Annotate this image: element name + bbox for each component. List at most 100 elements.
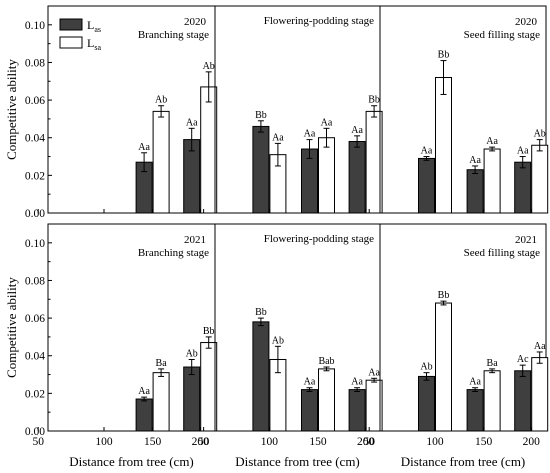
bar [135, 398, 153, 432]
bar [183, 366, 201, 432]
significance-label: Ab [534, 129, 546, 140]
significance-label: Bb [438, 290, 450, 301]
stage-title: Flowering-podding stage [264, 233, 374, 245]
stage-title: Branching stage [138, 247, 209, 259]
legend-sub: as [94, 25, 101, 34]
y-tick-label: 0.10 [25, 238, 45, 250]
legend-label-lsa: Lsa [87, 36, 101, 52]
x-tick-label: 150 [309, 436, 327, 448]
x-tick-label: 200 [192, 436, 210, 448]
bar [466, 169, 484, 214]
bar [466, 389, 484, 432]
stage-title: Flowering-podding stage [264, 15, 374, 27]
x-tick-label: 50 [198, 436, 210, 448]
x-tick-label: 200 [357, 436, 375, 448]
x-tick-label: 100 [95, 436, 113, 448]
significance-label: Aa [138, 386, 150, 397]
panel-frame [379, 5, 547, 214]
y-tick-label: 0.00 [25, 208, 45, 220]
significance-label: Bb [203, 326, 215, 337]
panel-frame [379, 223, 547, 432]
bar [200, 86, 218, 214]
significance-label: Ba [156, 358, 168, 369]
y-tick-label: 0.02 [25, 170, 45, 182]
bar [252, 321, 270, 432]
y-axis-title: Competitive ability [4, 59, 19, 160]
x-axis-title: Distance from tree (cm) [401, 454, 526, 469]
legend-swatch-las [59, 18, 83, 31]
significance-label: Ab [155, 95, 167, 106]
bar [483, 148, 501, 214]
legend-swatch-lsa [59, 36, 83, 49]
legend-label-las: Las [87, 18, 101, 34]
panel-4: 0.00 0.02 0.04 0.06 0.08 0.10 50 100 150 200 Branc… [4, 223, 218, 469]
significance-label: Aa [304, 377, 316, 388]
significance-label: Bb [438, 50, 450, 61]
bar [514, 161, 532, 214]
significance-label: Aa [421, 146, 433, 157]
significance-label: Ab [203, 61, 215, 72]
bar [318, 137, 335, 214]
significance-label: Ac [517, 354, 529, 365]
significance-label: Aa [351, 125, 363, 136]
significance-label: Bab [318, 356, 334, 367]
x-tick-label: 50 [32, 436, 44, 448]
significance-label: Aa [469, 377, 481, 388]
year-label: 2021 [515, 234, 537, 246]
bar [252, 125, 270, 214]
bar [418, 375, 435, 432]
significance-label: Aa [368, 367, 380, 378]
x-axis-title: Distance from tree (cm) [69, 454, 194, 469]
x-tick-label: 150 [475, 436, 493, 448]
significance-label: Aa [534, 341, 546, 352]
y-tick-label: 0.06 [25, 313, 45, 325]
significance-label: Ab [420, 362, 432, 373]
y-tick-label: 0.06 [25, 95, 45, 107]
y-tick-label: 0.04 [25, 133, 45, 145]
significance-label: Aa [517, 146, 529, 157]
bar [152, 110, 170, 214]
bar [483, 370, 501, 432]
significance-label: Bb [368, 95, 380, 106]
bar [200, 342, 218, 432]
stage-title: Seed filling stage [464, 247, 540, 259]
significance-label: Ab [186, 348, 198, 359]
bar [418, 157, 435, 214]
x-tick-label: 50 [363, 436, 375, 448]
panel-1: 0.00 0.02 0.04 0.06 0.08 0.10 Branching stage2… [4, 5, 218, 220]
significance-label: Bb [255, 110, 267, 121]
y-tick-label: 0.02 [25, 388, 45, 400]
legend-main: L [87, 18, 94, 32]
stage-title: Branching stage [138, 29, 209, 41]
bar [301, 389, 318, 432]
significance-label: Aa [272, 132, 284, 143]
panel-5: 50 100 150 200 Flowering-podding stage Bb Aa Aa… [198, 223, 383, 469]
year-label: 2021 [184, 234, 206, 246]
significance-label: Ba [487, 358, 499, 369]
legend-sub: sa [94, 43, 101, 52]
x-axis-title: Distance from tree (cm) [235, 454, 360, 469]
legend-main: L [87, 36, 94, 50]
significance-label: Bb [255, 307, 267, 318]
significance-label: Aa [486, 136, 498, 147]
x-tick-label: 100 [426, 436, 444, 448]
bar [152, 372, 170, 432]
bar [514, 370, 532, 432]
bar [435, 77, 452, 214]
significance-label: Aa [186, 117, 198, 128]
y-axis-title: Competitive ability [4, 277, 19, 378]
bar [318, 368, 335, 432]
bar [348, 140, 366, 214]
y-tick-label: 0.10 [25, 20, 45, 32]
significance-label: Aa [321, 117, 333, 128]
bar [348, 389, 366, 432]
year-label: 2020 [184, 16, 207, 28]
significance-label: Ab [272, 335, 284, 346]
bar [531, 357, 549, 432]
significance-label: Aa [351, 377, 363, 388]
x-tick-label: 100 [261, 436, 279, 448]
